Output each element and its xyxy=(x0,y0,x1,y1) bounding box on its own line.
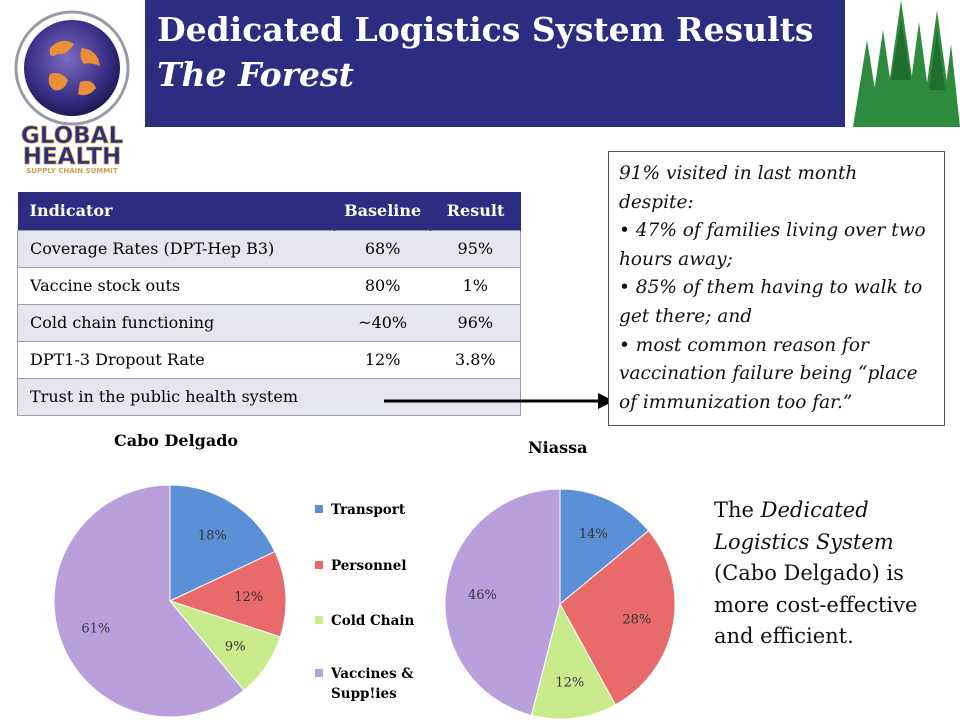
legend-swatch xyxy=(315,669,323,677)
niassa-data-label: 14% xyxy=(579,527,608,542)
table-row: Vaccine stock outs 80% 1% xyxy=(17,266,521,304)
table-row: Trust in the public health system xyxy=(17,377,521,415)
globe-logo-icon: GLOBAL HEALTH SUPPLY CHAIN SUMMIT xyxy=(14,10,130,175)
legend-swatch xyxy=(315,616,323,624)
table-cell-baseline xyxy=(334,377,431,415)
table-cell-indicator: Coverage Rates (DPT-Hep B3) xyxy=(17,229,335,267)
table-cell-result: 95% xyxy=(430,229,521,267)
niassa-data-label: 46% xyxy=(468,588,497,603)
pie-chart-cabo-delgado: 18% 12% 9% 61% xyxy=(53,484,287,718)
legend-label: Personnel xyxy=(331,558,407,574)
niassa-slice-cold-chain xyxy=(530,602,617,720)
table-header-baseline: Baseline xyxy=(334,192,432,230)
callout-intro: 91% visited in last month despite: xyxy=(619,163,858,213)
table-cell-baseline: 80% xyxy=(334,266,431,304)
table-cell-indicator: DPT1-3 Dropout Rate xyxy=(17,340,335,378)
table-row: Cold chain functioning ~40% 96% xyxy=(17,303,521,341)
callout-bullet-text: most common reason for vaccination failu… xyxy=(619,334,918,413)
conclusion-part: The xyxy=(714,498,761,522)
niassa-data-label: 12% xyxy=(555,676,584,691)
logo-text-health: HEALTH xyxy=(23,144,122,170)
conclusion-italic: Dedicated Logistics System xyxy=(714,498,894,554)
table-cell-result: 1% xyxy=(430,266,521,304)
table-cell-result: 3.8% xyxy=(430,340,521,378)
arrow-right-icon xyxy=(384,393,614,409)
callout-bullet-text: 85% of them having to walk to get there;… xyxy=(619,277,923,327)
title-banner: Dedicated Logistics System Results The F… xyxy=(145,0,845,127)
callout-box: 91% visited in last month despite: • 47%… xyxy=(608,151,945,426)
table-row: DPT1-3 Dropout Rate 12% 3.8% xyxy=(17,340,521,378)
table-cell-indicator: Trust in the public health system xyxy=(17,377,335,415)
table-cell-indicator: Vaccine stock outs xyxy=(17,266,335,304)
forest-icon xyxy=(845,0,960,127)
legend-label: Cold Chain xyxy=(331,613,415,629)
niassa-slice-transport xyxy=(559,488,650,606)
table-header-indicator: Indicator xyxy=(17,192,336,230)
legend-label: Transport xyxy=(331,502,406,518)
cabo-delgado-data-label: 9% xyxy=(225,639,246,654)
cabo-delgado-slice-personnel xyxy=(168,550,287,638)
page-subtitle: The Forest xyxy=(157,55,354,94)
table-cell-baseline: 12% xyxy=(334,340,431,378)
page-title: Dedicated Logistics System Results xyxy=(157,10,814,49)
pie-title-cabo-delgado: Cabo Delgado xyxy=(114,431,239,450)
callout-bullet: • most common reason for vaccination fai… xyxy=(619,334,918,413)
legend-label: Vaccines & Supp!ies xyxy=(331,666,414,702)
table-cell-indicator: Cold chain functioning xyxy=(17,303,335,341)
pie-chart-niassa: 14% 28% 12% 46% xyxy=(444,488,676,720)
table-header-row: Indicator Baseline Result xyxy=(17,192,521,230)
conclusion-part: (Cabo Delgado) is more cost-effective an… xyxy=(714,561,918,648)
table-cell-result xyxy=(430,377,521,415)
callout-bullet-text: 47% of families living over two hours aw… xyxy=(619,220,926,270)
logo-text-summit: SUPPLY CHAIN SUMMIT xyxy=(26,167,117,175)
conclusion-text: The Dedicated Logistics System (Cabo Del… xyxy=(714,495,946,653)
table-cell-baseline: 68% xyxy=(334,229,431,267)
legend-swatch xyxy=(315,561,323,569)
callout-bullet: • 85% of them having to walk to get ther… xyxy=(619,277,923,327)
table-cell-result: 96% xyxy=(430,303,521,341)
cabo-delgado-data-label: 18% xyxy=(198,528,227,543)
logo-text-global: GLOBAL xyxy=(21,123,124,149)
table-header-result: Result xyxy=(430,192,521,230)
cabo-delgado-slice-vaccines-supp-ies xyxy=(53,484,245,718)
results-table: Indicator Baseline Result Coverage Rates… xyxy=(17,192,521,416)
cabo-delgado-data-label: 61% xyxy=(81,622,110,637)
global-health-logo: GLOBAL HEALTH SUPPLY CHAIN SUMMIT xyxy=(0,0,145,175)
cabo-delgado-slice-transport xyxy=(169,484,276,602)
table-cell-baseline: ~40% xyxy=(334,303,431,341)
table-row: Coverage Rates (DPT-Hep B3) 68% 95% xyxy=(17,229,521,267)
legend-swatch xyxy=(315,505,323,513)
callout-bullet: • 47% of families living over two hours … xyxy=(619,220,926,270)
niassa-slice-vaccines-supp-ies xyxy=(444,488,561,716)
pie-title-niassa: Niassa xyxy=(528,438,588,457)
cabo-delgado-data-label: 12% xyxy=(234,590,263,605)
niassa-slice-personnel xyxy=(559,529,676,706)
niassa-data-label: 28% xyxy=(622,613,651,628)
